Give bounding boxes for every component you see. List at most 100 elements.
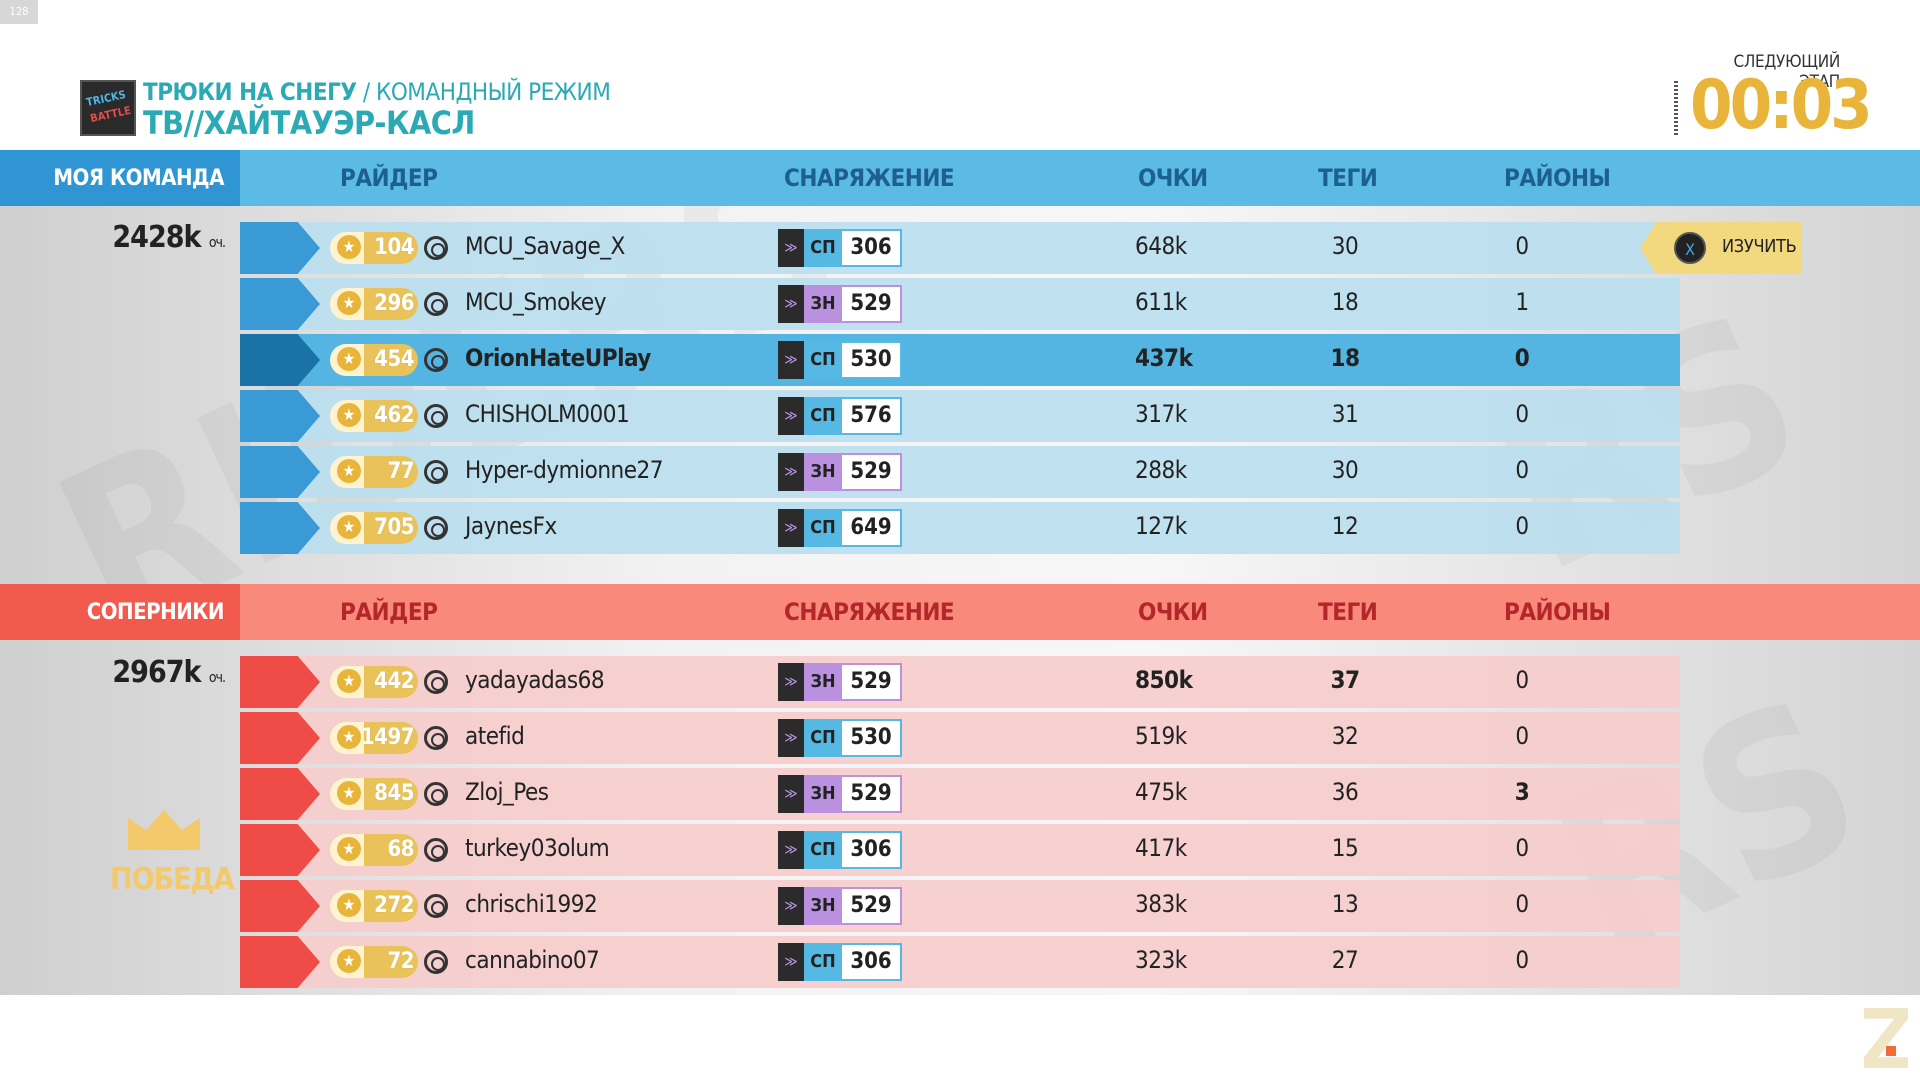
player-row[interactable]: ★ 77 Hyper-dymionne27 ≫ ЗН 529 288k 30 0 [240, 446, 1680, 498]
player-score: 317k [1135, 400, 1187, 428]
player-level: 442 [374, 669, 414, 694]
uplay-icon [424, 838, 448, 862]
gear-value: 529 [842, 453, 902, 491]
player-score: 437k [1135, 344, 1193, 372]
player-score: 648k [1135, 232, 1187, 260]
chevron-rank-icon: ≫ [778, 453, 804, 491]
star-icon: ★ [337, 837, 361, 861]
inspect-button[interactable]: X ИЗУЧИТЬ [1640, 222, 1802, 274]
column-tags: ТЕГИ [1318, 598, 1378, 626]
uplay-icon [424, 460, 448, 484]
player-row[interactable]: ★ 104 MCU_Savage_X ≫ СП 306 648k 30 0 [240, 222, 1680, 274]
gear-type: СП [804, 943, 842, 981]
chevron-rank-icon: ≫ [778, 775, 804, 813]
row-arrow [240, 880, 320, 932]
player-row[interactable]: ★ 72 cannabino07 ≫ СП 306 323k 27 0 [240, 936, 1680, 988]
gear-type: СП [804, 831, 842, 869]
row-arrow [240, 278, 320, 330]
player-row[interactable]: ★ 705 JaynesFx ≫ СП 649 127k 12 0 [240, 502, 1680, 554]
player-level: 272 [374, 893, 414, 918]
gear-badge: ≫ ЗН 529 [778, 887, 902, 925]
row-arrow [240, 712, 320, 764]
chevron-rank-icon: ≫ [778, 397, 804, 435]
player-areas: 0 [1514, 344, 1530, 372]
player-level: 77 [387, 459, 414, 484]
row-arrow [240, 656, 320, 708]
chevron-rank-icon: ≫ [778, 229, 804, 267]
row-arrow [240, 446, 320, 498]
gear-value: 649 [842, 509, 902, 547]
player-row[interactable]: ★ 272 chrischi1992 ≫ ЗН 529 383k 13 0 [240, 880, 1680, 932]
player-level: 1497 [360, 725, 415, 750]
gear-type: СП [804, 229, 842, 267]
player-row[interactable]: ★ 1497 atefid ≫ СП 530 519k 32 0 [240, 712, 1680, 764]
player-score: 417k [1135, 834, 1187, 862]
player-score: 519k [1135, 722, 1187, 750]
star-icon: ★ [337, 515, 361, 539]
corner-tag: 128 [0, 0, 38, 24]
x-button-icon: X [1674, 232, 1706, 264]
column-gear: СНАРЯЖЕНИЕ [784, 598, 955, 626]
uplay-icon [424, 348, 448, 372]
gear-type: СП [804, 509, 842, 547]
player-areas: 3 [1514, 778, 1530, 806]
gear-badge: ≫ СП 530 [778, 719, 902, 757]
gear-value: 529 [842, 775, 902, 813]
player-areas: 0 [1515, 232, 1529, 260]
gear-badge: ≫ ЗН 529 [778, 663, 902, 701]
player-row[interactable]: ★ 442 yadayadas68 ≫ ЗН 529 850k 37 0 [240, 656, 1680, 708]
level-badge: ★ 104 [330, 232, 418, 264]
player-row[interactable]: ★ 454 OrionHateUPlay ≫ СП 530 437k 18 0 [240, 334, 1680, 386]
row-arrow [240, 824, 320, 876]
level-badge: ★ 442 [330, 666, 418, 698]
gear-value: 529 [842, 285, 902, 323]
player-tags: 30 [1331, 232, 1359, 260]
player-tags: 15 [1331, 834, 1359, 862]
gear-type: ЗН [804, 663, 842, 701]
level-badge: ★ 705 [330, 512, 418, 544]
player-name: OrionHateUPlay [465, 344, 651, 372]
star-icon: ★ [337, 949, 361, 973]
column-rider: РАЙДЕР [340, 598, 438, 626]
row-arrow [240, 334, 320, 386]
uplay-icon [424, 516, 448, 540]
chevron-rank-icon: ≫ [778, 943, 804, 981]
player-areas: 0 [1515, 890, 1529, 918]
chevron-rank-icon: ≫ [778, 341, 804, 379]
player-score: 475k [1135, 778, 1187, 806]
uplay-icon [424, 292, 448, 316]
gear-badge: ≫ СП 530 [778, 341, 902, 379]
score-unit: оч. [208, 670, 226, 686]
column-areas: РАЙОНЫ [1504, 598, 1611, 626]
player-row[interactable]: ★ 845 Zloj_Pes ≫ ЗН 529 475k 36 3 [240, 768, 1680, 820]
player-name: Hyper-dymionne27 [465, 456, 664, 484]
player-areas: 0 [1515, 834, 1529, 862]
player-level: 845 [374, 781, 414, 806]
chevron-rank-icon: ≫ [778, 887, 804, 925]
player-name: atefid [465, 722, 525, 750]
rivals-label: СОПЕРНИКИ [0, 584, 240, 640]
player-row[interactable]: ★ 296 MCU_Smokey ≫ ЗН 529 611k 18 1 [240, 278, 1680, 330]
player-areas: 0 [1515, 666, 1529, 694]
timer-divider [1674, 80, 1678, 135]
chevron-rank-icon: ≫ [778, 663, 804, 701]
rivals-score-value: 2967k [112, 655, 201, 690]
level-badge: ★ 272 [330, 890, 418, 922]
player-name: MCU_Smokey [465, 288, 606, 316]
player-tags: 13 [1331, 890, 1359, 918]
player-areas: 0 [1515, 946, 1529, 974]
uplay-icon [424, 404, 448, 428]
player-row[interactable]: ★ 462 CHISHOLM0001 ≫ СП 576 317k 31 0 [240, 390, 1680, 442]
my-team-score: 2428k оч. [90, 220, 226, 255]
star-icon: ★ [337, 669, 361, 693]
star-icon: ★ [337, 459, 361, 483]
column-areas: РАЙОНЫ [1504, 164, 1611, 192]
player-level: 296 [374, 291, 414, 316]
gear-value: 306 [842, 943, 902, 981]
mode-subtitle: / КОМАНДНЫЙ РЕЖИМ [356, 78, 611, 106]
player-tags: 32 [1331, 722, 1359, 750]
map-title: ТВ//ХАЙТАУЭР-КАСЛ [143, 104, 475, 142]
gear-type: ЗН [804, 285, 842, 323]
player-row[interactable]: ★ 68 turkey03olum ≫ СП 306 417k 15 0 [240, 824, 1680, 876]
rivals-score: 2967k оч. [90, 655, 226, 690]
